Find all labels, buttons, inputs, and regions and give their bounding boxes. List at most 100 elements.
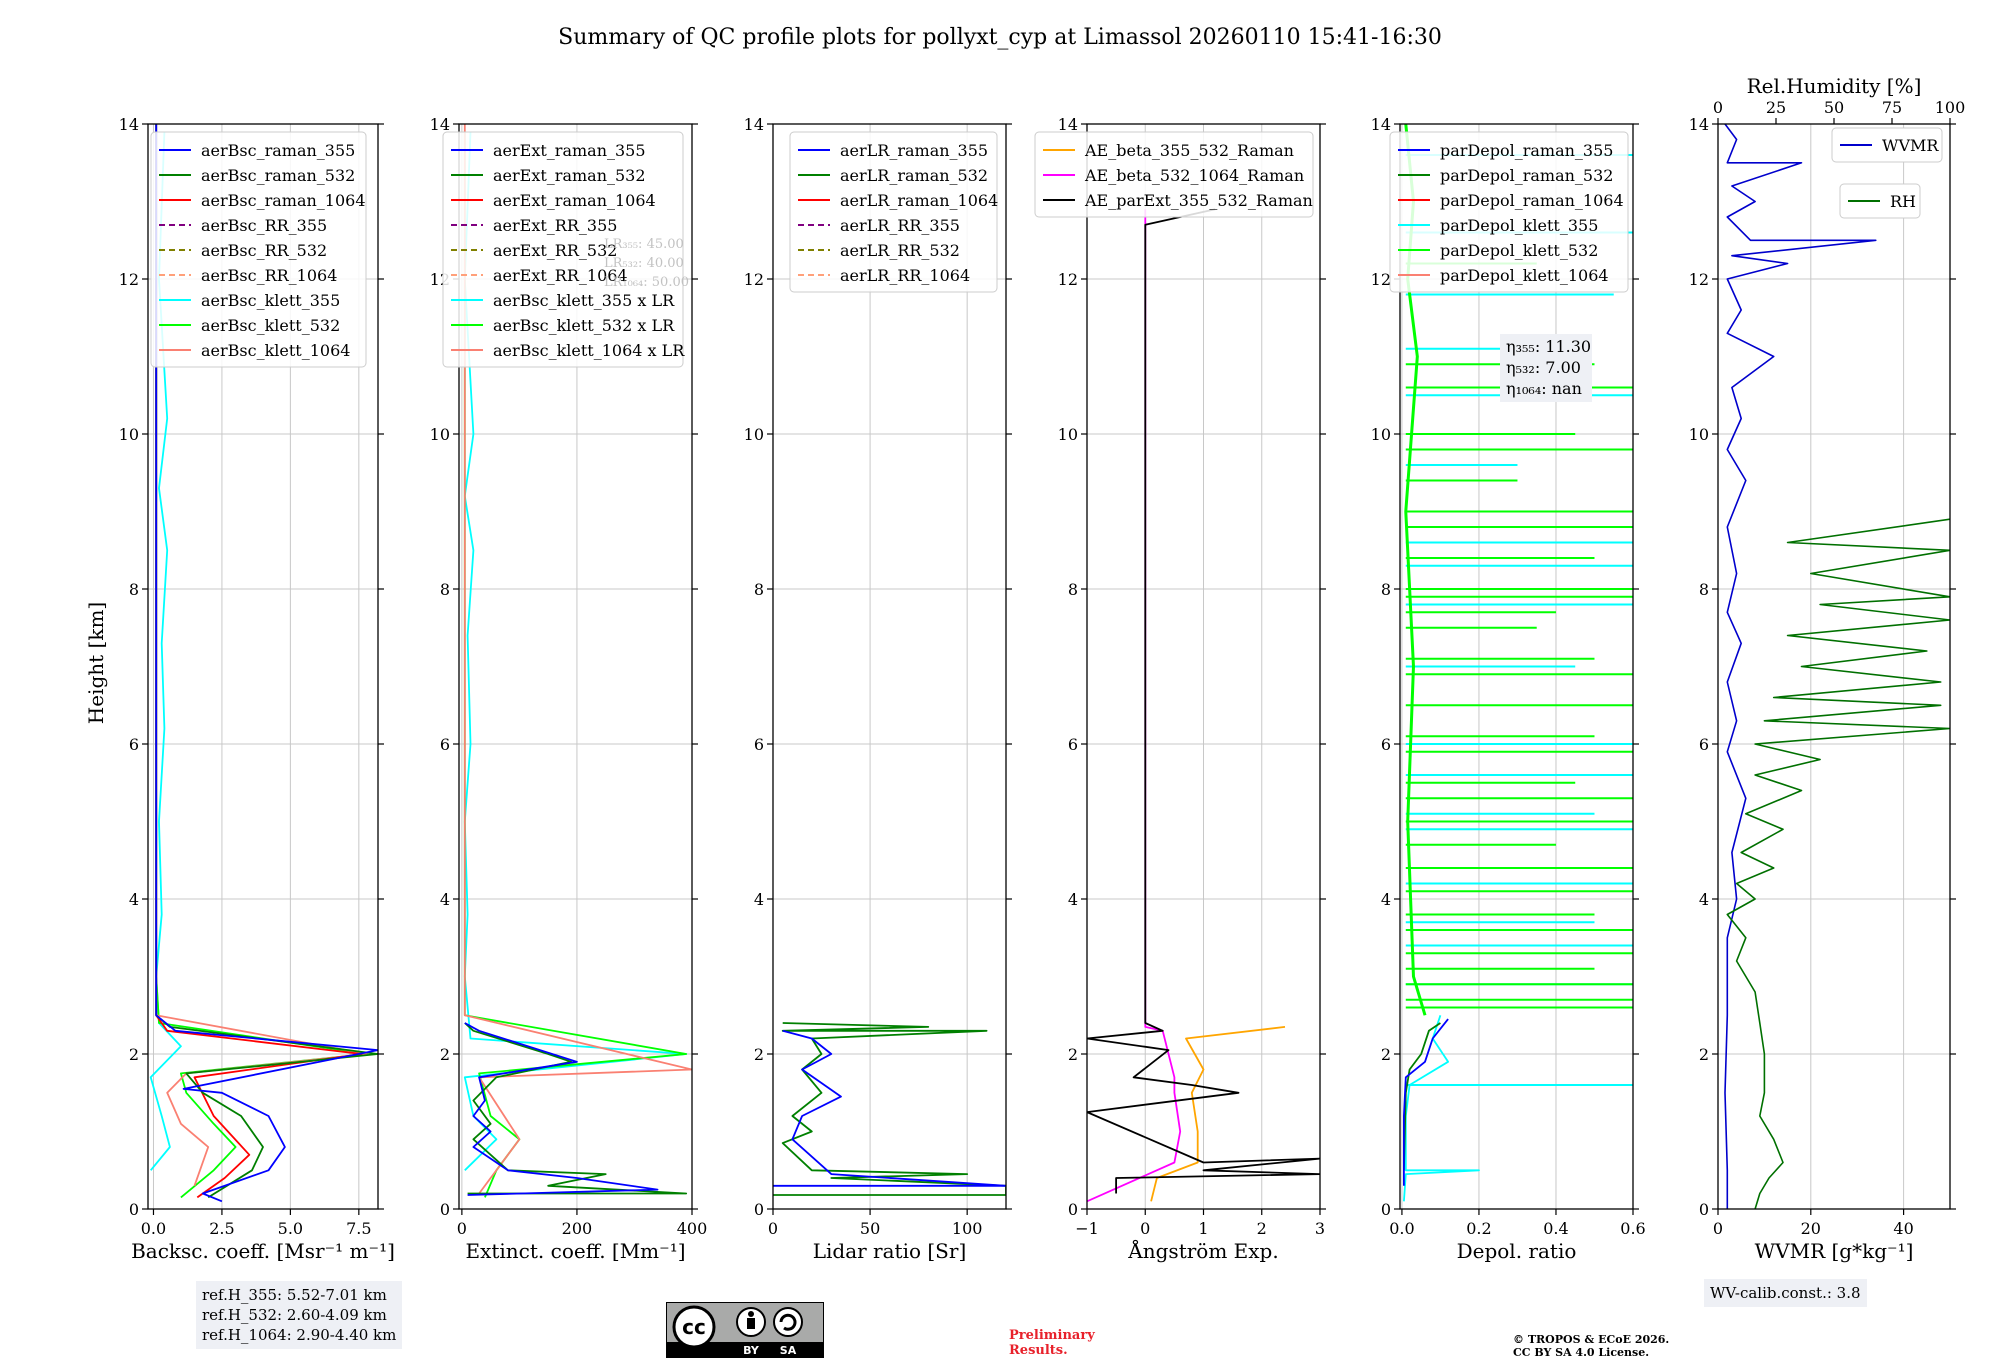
series-WVMR bbox=[1724, 124, 1877, 1209]
legend-entry: aerExt_raman_1064 bbox=[493, 191, 656, 210]
x-tick-label: 0.2 bbox=[1466, 1219, 1491, 1238]
x-tick-label: 0.0 bbox=[1389, 1219, 1414, 1238]
copyright-note: © TROPOS & ECoE 2026. CC BY SA 4.0 Licen… bbox=[1513, 1333, 1669, 1359]
legend: aerLR_raman_355 aerLR_raman_532 aerLR_rama… bbox=[789, 131, 998, 293]
y-tick-label: 6 bbox=[1068, 735, 1078, 754]
y-tick-label: 10 bbox=[1689, 425, 1709, 444]
y-tick-label: 4 bbox=[1068, 890, 1078, 909]
y-tick-label: 10 bbox=[430, 425, 450, 444]
cc-mark: cc bbox=[682, 1315, 706, 1339]
copyright-line-1: © TROPOS & ECoE 2026. bbox=[1513, 1333, 1670, 1346]
y-tick-label: 0 bbox=[1381, 1200, 1391, 1219]
x-tick-label: 2.5 bbox=[209, 1219, 234, 1238]
y-tick-label: 8 bbox=[1699, 580, 1709, 599]
x-tick-label: 0 bbox=[1140, 1219, 1150, 1238]
y-tick-label: 8 bbox=[1068, 580, 1078, 599]
ref-height-1064: ref.H_1064: 2.90-4.40 km bbox=[202, 1326, 397, 1344]
legend-box bbox=[1389, 131, 1629, 293]
height-axis-label: Height [km] bbox=[84, 602, 108, 724]
y-tick-label: 10 bbox=[119, 425, 139, 444]
series-aerExt_raman_532 bbox=[464, 1022, 688, 1195]
axes-frame bbox=[1399, 123, 1634, 1210]
legend-entry: aerLR_RR_1064 bbox=[840, 266, 970, 285]
x-tick-label: 0.0 bbox=[141, 1219, 166, 1238]
legend: AE_beta_355_532_Raman AE_beta_532_1064_Ra… bbox=[1034, 131, 1314, 218]
top-x-tick-label: 100 bbox=[1935, 98, 1966, 117]
x-tick-label: 400 bbox=[677, 1219, 708, 1238]
legend-box bbox=[150, 131, 367, 368]
series-RH bbox=[1726, 518, 1950, 1209]
series-parDepol_klett_355 bbox=[1403, 1015, 1480, 1202]
x-tick-label: 1 bbox=[1198, 1219, 1208, 1238]
series-AE_beta_532_1064_Raman bbox=[1087, 209, 1182, 1203]
legend-entry: aerBsc_RR_532 bbox=[201, 241, 327, 260]
series-aerBsc_raman_355 bbox=[155, 124, 378, 1203]
x-tick-label: 0 bbox=[1713, 1219, 1723, 1238]
y-tick-label: 2 bbox=[1068, 1045, 1078, 1064]
legend-entry: aerBsc_klett_1064 bbox=[201, 341, 350, 360]
legend-box bbox=[789, 131, 998, 293]
x-tick-label: 3 bbox=[1315, 1219, 1325, 1238]
plot-area bbox=[149, 124, 378, 1203]
series-parDepol_raman_355 bbox=[1403, 1018, 1449, 1186]
legend-entry: aerLR_raman_355 bbox=[840, 141, 988, 160]
y-tick-label: 8 bbox=[754, 580, 764, 599]
legend-entry: aerBsc_klett_532 bbox=[201, 316, 340, 335]
y-tick-label: 8 bbox=[440, 580, 450, 599]
ref-height-532: ref.H_532: 2.60-4.09 km bbox=[202, 1306, 387, 1324]
axes-frame bbox=[458, 123, 693, 1210]
series-aerBsc_raman_1064 bbox=[155, 124, 363, 1199]
y-tick-label: 6 bbox=[129, 735, 139, 754]
eta-box bbox=[1500, 334, 1592, 402]
x-tick-label: 40 bbox=[1893, 1219, 1913, 1238]
y-tick-label: 14 bbox=[1058, 115, 1078, 134]
legend-entry: aerBsc_klett_355 bbox=[201, 291, 340, 310]
x-tick-label: 0 bbox=[768, 1219, 778, 1238]
ref-height-box: ref.H_355: 5.52-7.01 km ref.H_532: 2.60-… bbox=[196, 1281, 403, 1349]
y-tick-label: 14 bbox=[1689, 115, 1709, 134]
legend-entry: aerExt_RR_1064 bbox=[493, 266, 628, 285]
lr-label: LR₁₀₆₄: 50.00 bbox=[604, 275, 689, 290]
x-axis-label: Ångström Exp. bbox=[1127, 1238, 1278, 1263]
y-tick-label: 4 bbox=[754, 890, 764, 909]
series-aerBsc_klett_355 bbox=[149, 131, 182, 1171]
lr-label: LR₅₃₂: 40.00 bbox=[604, 256, 684, 271]
legend-entry: aerExt_raman_532 bbox=[493, 166, 646, 185]
y-tick-label: 0 bbox=[1699, 1200, 1709, 1219]
axes-frame bbox=[1717, 123, 1951, 1210]
top-x-tick-label: 25 bbox=[1766, 98, 1786, 117]
legend-entry: AE_parExt_355_532_Raman bbox=[1084, 191, 1313, 210]
x-tick-label: 2 bbox=[1257, 1219, 1267, 1238]
x-tick-label: 0 bbox=[457, 1219, 467, 1238]
y-tick-label: 6 bbox=[1381, 735, 1391, 754]
legend-entry: RH bbox=[1890, 192, 1916, 211]
legend-entry: aerLR_RR_355 bbox=[840, 216, 960, 235]
plot-area bbox=[773, 1022, 1006, 1196]
legend-entry: AE_beta_532_1064_Raman bbox=[1084, 166, 1304, 185]
figure-title: Summary of QC profile plots for pollyxt_… bbox=[558, 25, 1442, 50]
legend-entry: aerBsc_klett_1064 x LR bbox=[493, 341, 685, 360]
axes-frame bbox=[147, 123, 379, 1210]
y-tick-label: 6 bbox=[1699, 735, 1709, 754]
legend-entry: aerLR_raman_1064 bbox=[840, 191, 998, 210]
legend-entry: aerExt_RR_532 bbox=[493, 241, 617, 260]
legend-entry: aerLR_RR_532 bbox=[840, 241, 960, 260]
y-tick-label: 2 bbox=[1381, 1045, 1391, 1064]
plot-area bbox=[1724, 124, 1950, 1209]
lr-label: LR₃₅₅: 45.00 bbox=[604, 237, 684, 252]
x-tick-label: 7.5 bbox=[346, 1219, 371, 1238]
y-tick-label: 10 bbox=[1371, 425, 1391, 444]
series-aerBsc_klett_1064 bbox=[155, 131, 368, 1187]
top-axis-label: Rel.Humidity [%] bbox=[1747, 74, 1922, 98]
y-tick-label: 0 bbox=[1068, 1200, 1078, 1219]
copyright-line-2: CC BY SA 4.0 License. bbox=[1513, 1346, 1650, 1359]
plot-area bbox=[463, 124, 692, 1198]
legend-entry: parDepol_raman_355 bbox=[1440, 141, 1613, 160]
legend-box bbox=[442, 131, 684, 368]
y-tick-label: 14 bbox=[744, 115, 764, 134]
legend-entry: aerBsc_klett_355 x LR bbox=[493, 291, 675, 310]
